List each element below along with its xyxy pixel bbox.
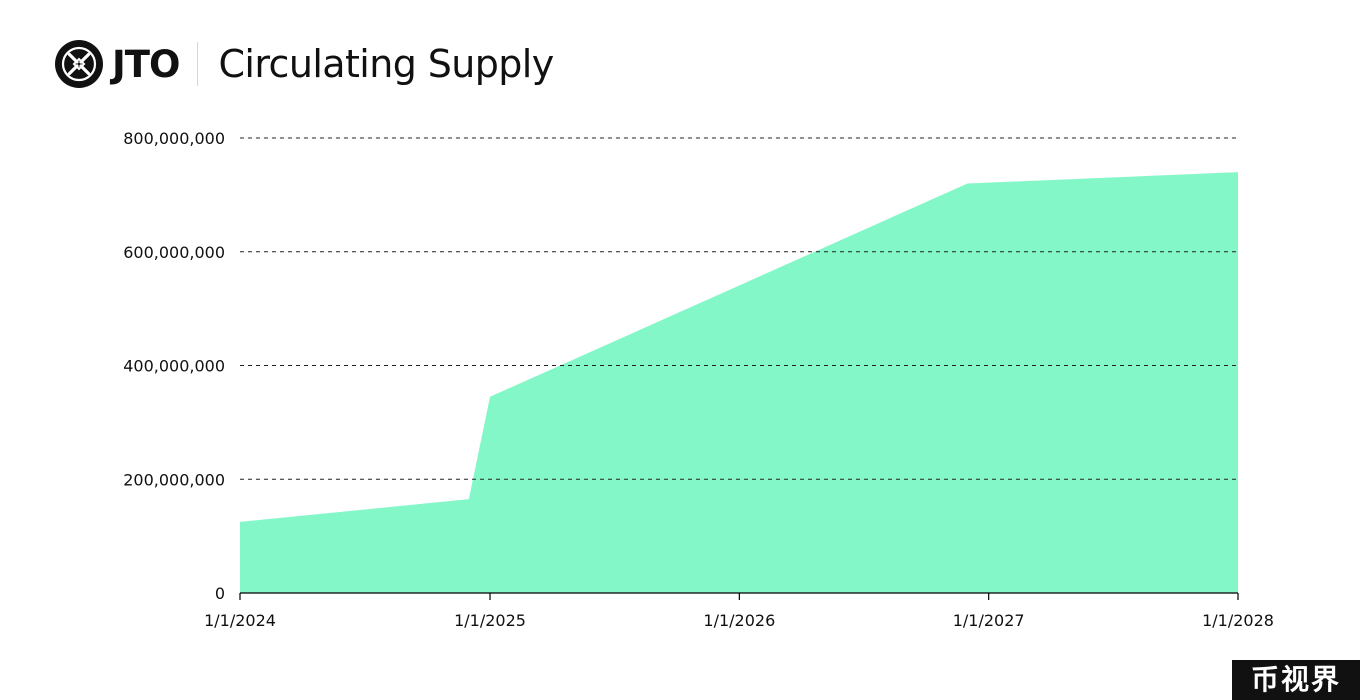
x-tick-label: 1/1/2027	[953, 611, 1025, 630]
watermark-badge: 币视界	[1232, 660, 1360, 700]
chart-title: Circulating Supply	[218, 42, 554, 86]
x-tick-label: 1/1/2026	[703, 611, 775, 630]
supply-area	[240, 172, 1238, 593]
x-tick-label: 1/1/2025	[454, 611, 526, 630]
y-tick-label: 800,000,000	[123, 129, 225, 148]
y-tick-label: 400,000,000	[123, 357, 225, 376]
y-tick-label: 200,000,000	[123, 470, 225, 489]
header-divider	[197, 42, 199, 86]
brand-name: JTO	[112, 42, 180, 86]
x-tick-label: 1/1/2028	[1202, 611, 1274, 630]
chart-header: JTO Circulating Supply	[55, 38, 554, 90]
jito-logo-icon	[55, 40, 103, 88]
y-tick-label: 600,000,000	[123, 243, 225, 262]
y-tick-label: 0	[215, 584, 225, 603]
x-tick-label: 1/1/2024	[204, 611, 276, 630]
